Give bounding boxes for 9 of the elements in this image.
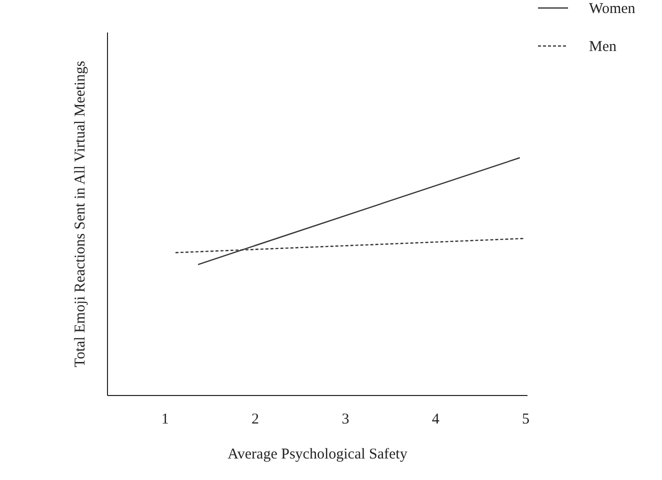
x-tick-label: 4 [432,412,440,428]
x-tick-label: 1 [161,412,169,428]
y-axis-title: Total Emoji Reactions Sent in All Virtual Meetings [72,60,88,368]
x-tick-label: 2 [252,412,260,428]
legend-label: Women [589,1,636,17]
legend-label: Men [589,39,617,55]
x-tick-label: 3 [342,412,350,428]
x-tick-label: 5 [522,412,530,428]
x-axis-title: Average Psychological Safety [228,446,408,462]
